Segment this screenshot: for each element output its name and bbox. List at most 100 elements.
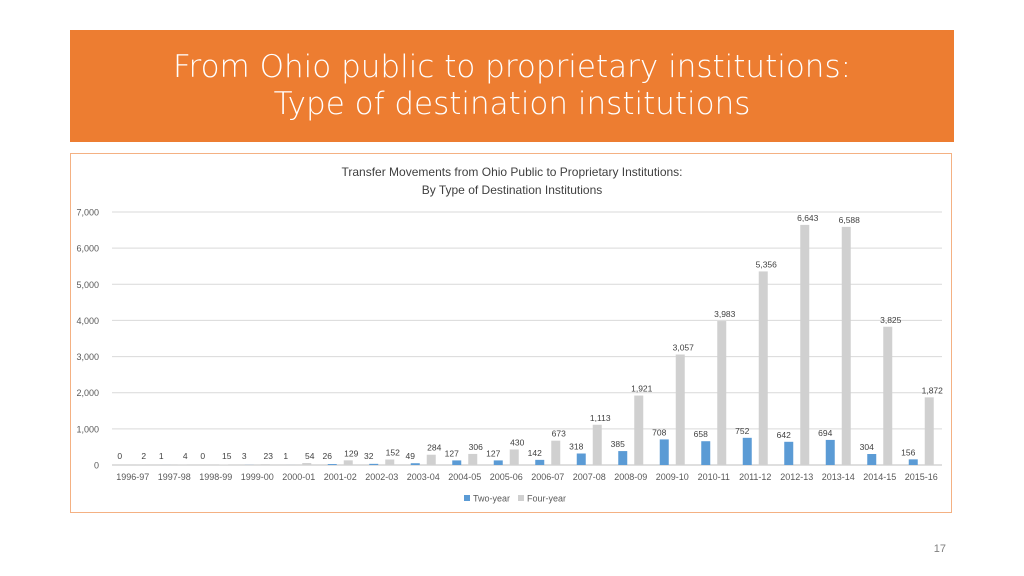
data-label: 1,872 (922, 385, 944, 395)
data-label: 2 (141, 451, 146, 461)
x-tick-label: 2003-04 (407, 472, 440, 482)
data-label: 3,983 (714, 309, 736, 319)
bar-two-year (867, 454, 877, 465)
bar-four-year (758, 271, 768, 465)
bar-four-year (302, 463, 312, 465)
bar-four-year (800, 224, 810, 465)
x-tick-label: 2001-02 (324, 472, 357, 482)
data-label: 385 (611, 439, 625, 449)
x-tick-label: 2007-08 (573, 472, 606, 482)
data-label: 127 (445, 448, 459, 458)
x-tick-label: 2015-16 (905, 472, 938, 482)
legend-swatch-four-year (518, 495, 525, 501)
data-label: 156 (901, 447, 915, 457)
bar-four-year (717, 321, 727, 465)
bar-four-year (509, 449, 519, 465)
bar-four-year (426, 454, 436, 465)
data-label: 3,057 (673, 343, 695, 353)
bar-four-year (260, 464, 270, 465)
y-tick-label: 2,000 (76, 388, 99, 398)
x-tick-label: 2014-15 (863, 472, 896, 482)
data-label: 1,113 (590, 413, 611, 423)
chart-frame: Transfer Movements from Ohio Public to P… (70, 153, 952, 513)
data-label: 49 (406, 451, 416, 461)
bar-four-year (343, 460, 353, 465)
data-label: 6,643 (797, 213, 819, 223)
x-tick-label: 1996-97 (116, 472, 149, 482)
y-tick-label: 3,000 (76, 352, 99, 362)
bar-two-year (659, 439, 669, 465)
data-label: 708 (652, 427, 666, 437)
data-label: 3,825 (880, 315, 902, 325)
data-label: 5,356 (756, 259, 778, 269)
bar-two-year (452, 460, 462, 465)
bar-two-year (742, 437, 752, 465)
data-label: 673 (552, 429, 566, 439)
data-label: 23 (264, 451, 274, 461)
data-label: 658 (694, 429, 708, 439)
x-tick-label: 2012-13 (780, 472, 813, 482)
data-label: 6,588 (839, 215, 861, 225)
bar-two-year (327, 464, 337, 465)
bar-four-year (883, 326, 893, 465)
data-label: 1,921 (631, 384, 653, 394)
bar-two-year (410, 463, 420, 465)
slide-title-band: From Ohio public to proprietary institut… (70, 30, 954, 142)
data-label: 32 (364, 451, 374, 461)
data-label: 1 (283, 451, 288, 461)
x-tick-label: 1998-99 (199, 472, 232, 482)
bar-chart: Transfer Movements from Ohio Public to P… (76, 165, 944, 504)
data-label: 54 (305, 451, 315, 461)
legend-label: Four-year (527, 494, 566, 504)
y-tick-label: 1,000 (76, 424, 99, 434)
data-label: 127 (486, 448, 500, 458)
x-tick-label: 2010-11 (698, 472, 730, 482)
x-tick-label: 2009-10 (656, 472, 689, 482)
bar-four-year (675, 354, 685, 465)
x-tick-label: 2004-05 (448, 472, 481, 482)
y-tick-label: 0 (94, 461, 99, 471)
data-label: 1 (159, 451, 164, 461)
data-label: 318 (569, 442, 583, 452)
data-label: 306 (469, 442, 483, 452)
bar-two-year (908, 459, 918, 465)
y-tick-label: 7,000 (76, 208, 99, 218)
data-label: 694 (818, 428, 832, 438)
bar-four-year (551, 440, 561, 465)
x-tick-label: 1997-98 (158, 472, 191, 482)
data-label: 430 (510, 437, 524, 447)
bar-two-year (618, 451, 628, 465)
data-label: 284 (427, 443, 441, 453)
slide-title-line-2: Type of destination institutions (273, 86, 751, 122)
bar-four-year (592, 424, 602, 465)
bar-four-year (219, 464, 229, 465)
x-tick-label: 2011-12 (739, 472, 771, 482)
y-tick-label: 5,000 (76, 280, 99, 290)
data-label: 3 (242, 451, 247, 461)
bar-two-year (369, 463, 379, 465)
legend-label: Two-year (473, 494, 510, 504)
data-label: 142 (528, 448, 542, 458)
x-tick-label: 2013-14 (822, 472, 855, 482)
x-tick-label: 2006-07 (531, 472, 564, 482)
data-label: 0 (117, 451, 122, 461)
slide-title-line-1: From Ohio public to proprietary institut… (172, 49, 852, 85)
page-number: 17 (933, 543, 946, 555)
data-label: 129 (344, 448, 358, 458)
chart-title-line-1: Transfer Movements from Ohio Public to P… (341, 165, 682, 179)
bar-four-year (924, 397, 934, 465)
x-tick-label: 2000-01 (282, 472, 315, 482)
data-label: 0 (200, 451, 205, 461)
chart-title-line-2: By Type of Destination Institutions (422, 183, 603, 197)
bar-four-year (841, 226, 851, 465)
data-label: 26 (323, 451, 333, 461)
bar-two-year (535, 459, 545, 465)
data-label: 642 (777, 430, 791, 440)
x-tick-label: 2005-06 (490, 472, 523, 482)
bar-two-year (784, 441, 794, 465)
bar-two-year (701, 441, 711, 465)
data-label: 4 (183, 451, 188, 461)
x-tick-label: 2008-09 (614, 472, 647, 482)
bar-two-year (493, 460, 503, 465)
data-label: 15 (222, 451, 232, 461)
